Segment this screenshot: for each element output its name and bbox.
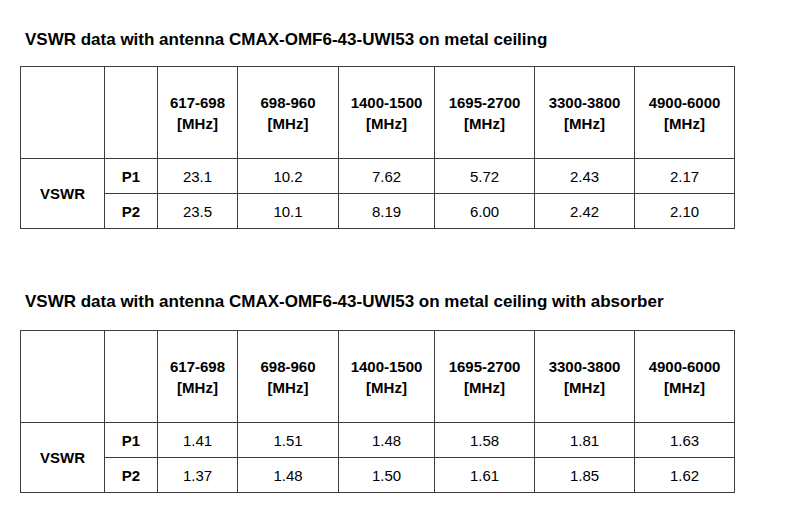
vswr-value-cell: 1.63 bbox=[635, 423, 735, 458]
vswr-value-cell: 1.37 bbox=[158, 458, 238, 493]
table1-title: VSWR data with antenna CMAX-OMF6-43-UWI5… bbox=[25, 0, 786, 50]
freq-header-cell: 698-960 [MHz] bbox=[238, 67, 339, 159]
port-label-cell: P1 bbox=[105, 423, 158, 458]
empty-corner-cell bbox=[105, 331, 158, 423]
freq-unit: [MHz] bbox=[435, 377, 534, 398]
vswr-value-cell: 23.1 bbox=[158, 159, 238, 194]
freq-header-cell: 3300-3800 [MHz] bbox=[535, 331, 635, 423]
freq-header-cell: 1695-2700 [MHz] bbox=[435, 331, 535, 423]
freq-header-cell: 4900-6000 [MHz] bbox=[635, 331, 735, 423]
freq-unit: [MHz] bbox=[158, 377, 237, 398]
freq-header-cell: 698-960 [MHz] bbox=[238, 331, 339, 423]
freq-header-cell: 1400-1500 [MHz] bbox=[339, 331, 435, 423]
freq-header-cell: 617-698 [MHz] bbox=[158, 331, 238, 423]
vswr-value-cell: 10.1 bbox=[238, 194, 339, 229]
freq-unit: [MHz] bbox=[339, 377, 434, 398]
freq-unit: [MHz] bbox=[635, 113, 734, 134]
vswr-value-cell: 1.61 bbox=[435, 458, 535, 493]
vswr-value-cell: 2.43 bbox=[535, 159, 635, 194]
freq-range: 1400-1500 bbox=[339, 92, 434, 113]
freq-range: 698-960 bbox=[238, 356, 338, 377]
vswr-value-cell: 2.17 bbox=[635, 159, 735, 194]
document-page: VSWR data with antenna CMAX-OMF6-43-UWI5… bbox=[0, 0, 786, 493]
freq-unit: [MHz] bbox=[635, 377, 734, 398]
vswr-group-label-cell: VSWR bbox=[21, 159, 105, 229]
freq-range: 698-960 bbox=[238, 92, 338, 113]
vswr-value-cell: 1.85 bbox=[535, 458, 635, 493]
freq-header-cell: 4900-6000 [MHz] bbox=[635, 67, 735, 159]
empty-corner-cell bbox=[21, 331, 105, 423]
empty-corner-cell bbox=[105, 67, 158, 159]
freq-header-cell: 1400-1500 [MHz] bbox=[339, 67, 435, 159]
vswr-table-metal-ceiling: 617-698 [MHz] 698-960 [MHz] 1400-1500 [M… bbox=[20, 66, 735, 229]
freq-unit: [MHz] bbox=[158, 113, 237, 134]
vswr-value-cell: 6.00 bbox=[435, 194, 535, 229]
freq-unit: [MHz] bbox=[435, 113, 534, 134]
freq-range: 4900-6000 bbox=[635, 92, 734, 113]
freq-range: 3300-3800 bbox=[535, 92, 634, 113]
freq-unit: [MHz] bbox=[535, 113, 634, 134]
port-label-cell: P2 bbox=[105, 194, 158, 229]
vswr-value-cell: 10.2 bbox=[238, 159, 339, 194]
freq-range: 617-698 bbox=[158, 356, 237, 377]
freq-range: 617-698 bbox=[158, 92, 237, 113]
freq-range: 1695-2700 bbox=[435, 356, 534, 377]
vswr-value-cell: 1.50 bbox=[339, 458, 435, 493]
vswr-value-cell: 7.62 bbox=[339, 159, 435, 194]
vswr-value-cell: 1.48 bbox=[339, 423, 435, 458]
table2-title: VSWR data with antenna CMAX-OMF6-43-UWI5… bbox=[25, 292, 786, 312]
vswr-value-cell: 2.42 bbox=[535, 194, 635, 229]
port-label-cell: P2 bbox=[105, 458, 158, 493]
freq-unit: [MHz] bbox=[238, 113, 338, 134]
vswr-value-cell: 23.5 bbox=[158, 194, 238, 229]
vswr-value-cell: 1.58 bbox=[435, 423, 535, 458]
port-label-cell: P1 bbox=[105, 159, 158, 194]
freq-header-cell: 1695-2700 [MHz] bbox=[435, 67, 535, 159]
freq-unit: [MHz] bbox=[339, 113, 434, 134]
freq-range: 4900-6000 bbox=[635, 356, 734, 377]
freq-range: 1400-1500 bbox=[339, 356, 434, 377]
freq-range: 1695-2700 bbox=[435, 92, 534, 113]
vswr-value-cell: 1.81 bbox=[535, 423, 635, 458]
vswr-value-cell: 1.41 bbox=[158, 423, 238, 458]
freq-header-cell: 3300-3800 [MHz] bbox=[535, 67, 635, 159]
vswr-value-cell: 5.72 bbox=[435, 159, 535, 194]
vswr-value-cell: 8.19 bbox=[339, 194, 435, 229]
vswr-table-metal-ceiling-absorber: 617-698 [MHz] 698-960 [MHz] 1400-1500 [M… bbox=[20, 330, 735, 493]
vswr-value-cell: 1.48 bbox=[238, 458, 339, 493]
vswr-value-cell: 1.51 bbox=[238, 423, 339, 458]
vswr-value-cell: 1.62 bbox=[635, 458, 735, 493]
vswr-value-cell: 2.10 bbox=[635, 194, 735, 229]
vswr-group-label-cell: VSWR bbox=[21, 423, 105, 493]
empty-corner-cell bbox=[21, 67, 105, 159]
freq-unit: [MHz] bbox=[238, 377, 338, 398]
freq-unit: [MHz] bbox=[535, 377, 634, 398]
freq-range: 3300-3800 bbox=[535, 356, 634, 377]
freq-header-cell: 617-698 [MHz] bbox=[158, 67, 238, 159]
